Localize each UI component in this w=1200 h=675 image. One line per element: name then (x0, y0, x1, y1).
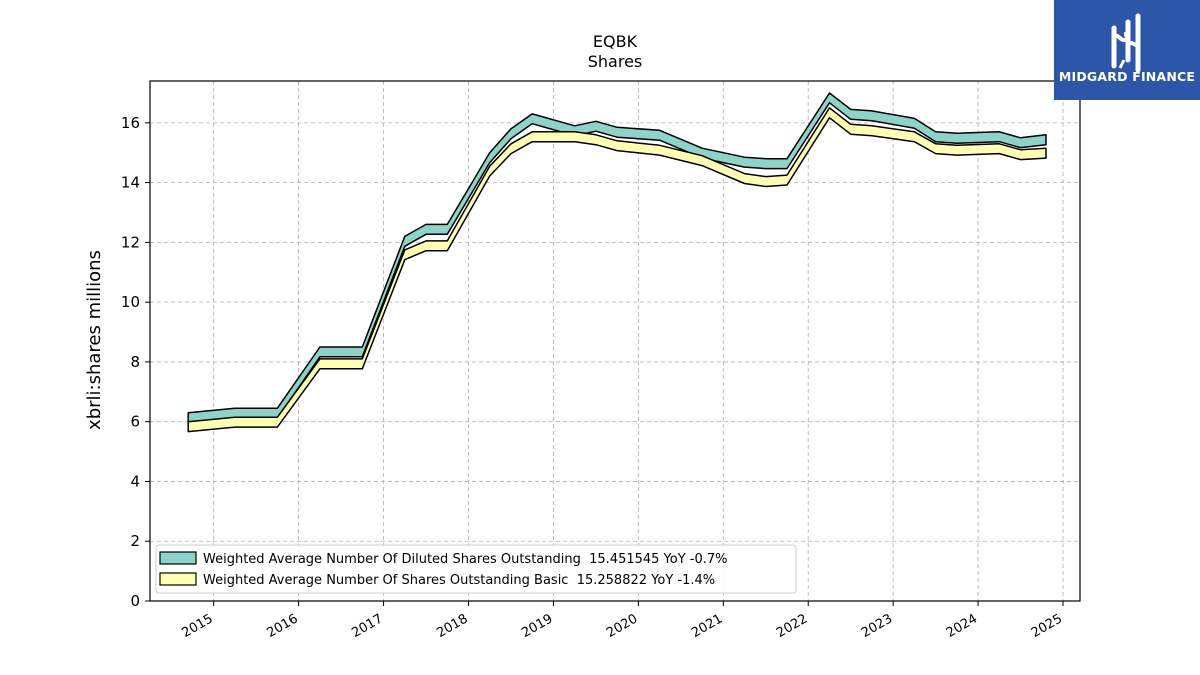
x-axis: 2015 2016 2017 2018 2019 2020 2021 2022 2023 2024… (180, 601, 1065, 641)
legend-box (155, 544, 797, 594)
series-band-0 (187, 92, 1047, 424)
plot-frame (149, 80, 1081, 602)
legend-swatch-basic (159, 572, 197, 586)
x-tick-label: 2016 (264, 611, 300, 641)
chart-title: EQBK (593, 32, 638, 51)
legend: Weighted Average Number Of Diluted Share… (155, 544, 797, 594)
x-tick-label: 2019 (519, 611, 555, 641)
x-tick-label: 2025 (1029, 611, 1065, 641)
brand-logo: MIDGARD FINANCE (1054, 0, 1200, 100)
x-tick-label: 2015 (180, 611, 216, 641)
series-band-1 (187, 107, 1047, 433)
y-tick-label: 4 (130, 472, 140, 490)
y-tick-label: 2 (130, 532, 140, 550)
legend-label-diluted: Weighted Average Number Of Diluted Share… (203, 552, 728, 567)
x-tick-label: 2024 (944, 611, 980, 641)
y-tick-label: 8 (130, 353, 140, 371)
series-area (187, 92, 1047, 433)
y-tick-label: 0 (130, 592, 140, 610)
y-tick-label: 16 (121, 114, 140, 132)
logo-mark-icon (1111, 13, 1141, 73)
logo-text: MIDGARD FINANCE (1058, 69, 1196, 84)
chart-subtitle: Shares (588, 52, 643, 71)
x-tick-label: 2017 (349, 611, 385, 641)
legend-swatch-diluted (159, 551, 197, 565)
x-tick-label: 2020 (604, 611, 640, 641)
y-tick-label: 12 (121, 233, 140, 251)
y-axis: 0 2 4 6 8 10 12 14 16 (121, 114, 150, 610)
y-tick-label: 10 (121, 293, 140, 311)
x-tick-label: 2021 (689, 611, 725, 641)
grid (150, 81, 1080, 602)
x-tick-label: 2023 (859, 611, 895, 641)
y-axis-label: xbrli:shares millions (84, 250, 105, 430)
x-tick-label: 2022 (774, 611, 810, 641)
y-tick-label: 6 (130, 413, 140, 431)
y-tick-label: 14 (121, 174, 140, 192)
legend-label-basic: Weighted Average Number Of Shares Outsta… (203, 573, 715, 588)
x-tick-label: 2018 (434, 611, 470, 641)
